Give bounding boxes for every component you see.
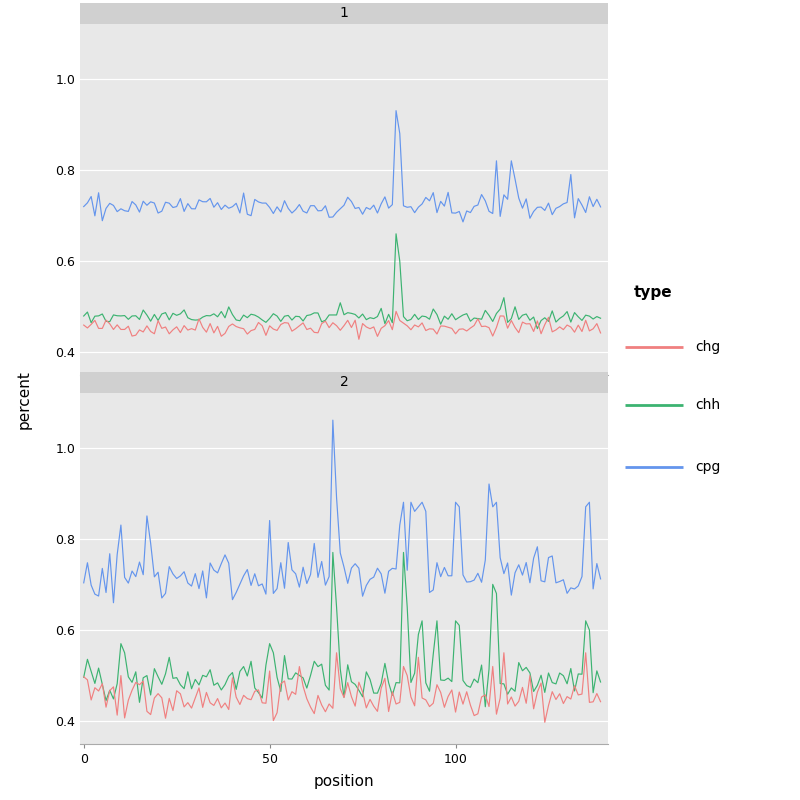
Text: chg: chg [695,340,721,354]
X-axis label: position: position [314,774,374,790]
FancyBboxPatch shape [80,3,608,24]
Text: percent: percent [17,370,31,430]
Text: type: type [634,285,672,300]
Text: chh: chh [695,398,720,412]
Text: cpg: cpg [695,460,721,474]
FancyBboxPatch shape [80,372,608,393]
Text: 1: 1 [339,6,349,21]
Text: 2: 2 [340,375,348,390]
